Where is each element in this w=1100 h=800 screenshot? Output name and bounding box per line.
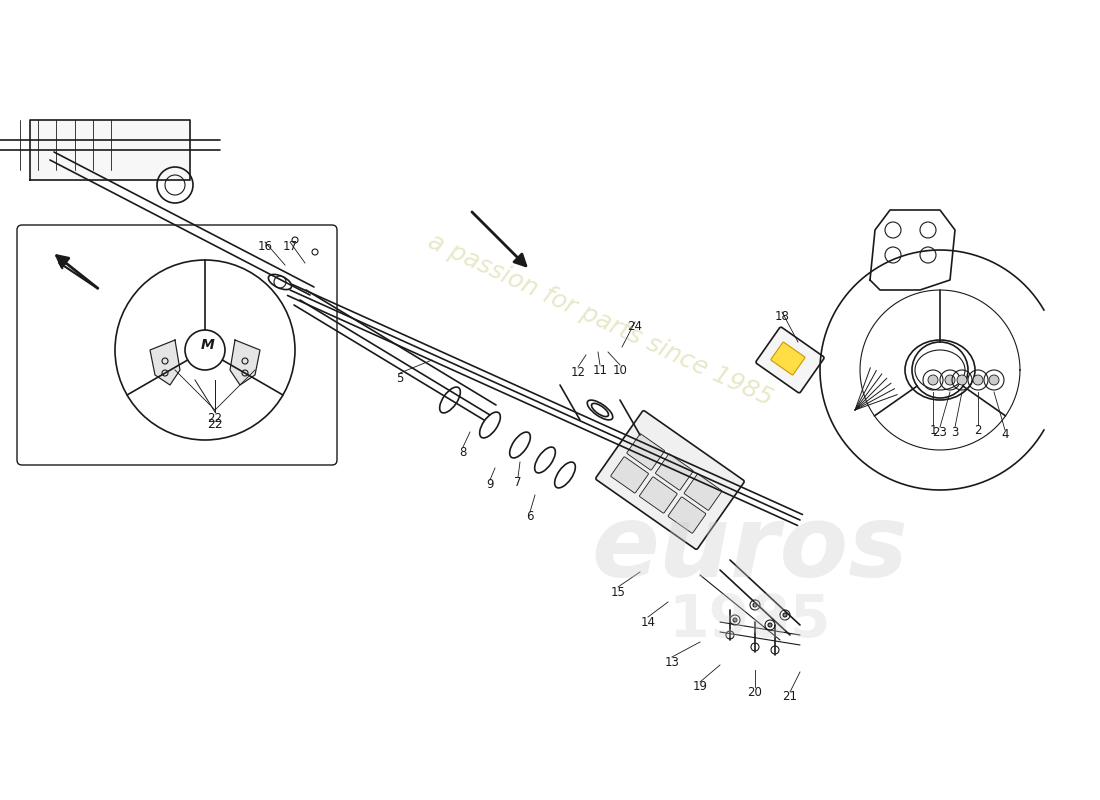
- Text: 22: 22: [207, 418, 223, 431]
- Text: 15: 15: [610, 586, 626, 598]
- Text: 12: 12: [571, 366, 585, 378]
- FancyBboxPatch shape: [656, 454, 693, 490]
- Text: 24: 24: [627, 321, 642, 334]
- Text: 5: 5: [396, 371, 404, 385]
- Circle shape: [768, 623, 772, 627]
- Text: 14: 14: [640, 615, 656, 629]
- Text: 4: 4: [1001, 429, 1009, 442]
- Text: 22: 22: [208, 411, 222, 425]
- Circle shape: [974, 375, 983, 385]
- Polygon shape: [150, 340, 180, 385]
- Circle shape: [928, 375, 938, 385]
- Circle shape: [733, 618, 737, 622]
- Text: 2: 2: [975, 423, 981, 437]
- Text: a passion for parts since 1985: a passion for parts since 1985: [424, 230, 777, 410]
- Text: 19: 19: [693, 681, 707, 694]
- Circle shape: [945, 375, 955, 385]
- Text: 10: 10: [613, 363, 627, 377]
- Text: 3: 3: [952, 426, 959, 438]
- Text: 18: 18: [774, 310, 790, 323]
- FancyBboxPatch shape: [596, 410, 745, 550]
- Polygon shape: [30, 120, 190, 180]
- Circle shape: [783, 613, 786, 617]
- FancyBboxPatch shape: [684, 474, 722, 510]
- FancyBboxPatch shape: [668, 497, 706, 533]
- Text: 1985: 1985: [669, 591, 832, 649]
- Text: 16: 16: [257, 241, 273, 254]
- Text: 8: 8: [460, 446, 466, 458]
- FancyBboxPatch shape: [610, 457, 648, 493]
- Text: 17: 17: [283, 241, 297, 254]
- FancyBboxPatch shape: [16, 225, 337, 465]
- Text: 7: 7: [515, 475, 521, 489]
- FancyBboxPatch shape: [627, 434, 664, 470]
- Text: 13: 13: [664, 655, 680, 669]
- Text: euros: euros: [592, 502, 909, 598]
- Text: 20: 20: [748, 686, 762, 698]
- Circle shape: [754, 603, 757, 607]
- Text: 23: 23: [933, 426, 947, 438]
- Text: 6: 6: [526, 510, 534, 523]
- FancyBboxPatch shape: [756, 327, 824, 393]
- Text: 9: 9: [486, 478, 494, 491]
- Circle shape: [957, 375, 967, 385]
- FancyBboxPatch shape: [639, 477, 678, 513]
- Circle shape: [989, 375, 999, 385]
- Polygon shape: [230, 340, 260, 385]
- Text: 1: 1: [930, 423, 937, 437]
- Text: M: M: [201, 338, 214, 352]
- Text: 21: 21: [782, 690, 797, 703]
- FancyBboxPatch shape: [771, 342, 805, 375]
- Text: 11: 11: [593, 363, 607, 377]
